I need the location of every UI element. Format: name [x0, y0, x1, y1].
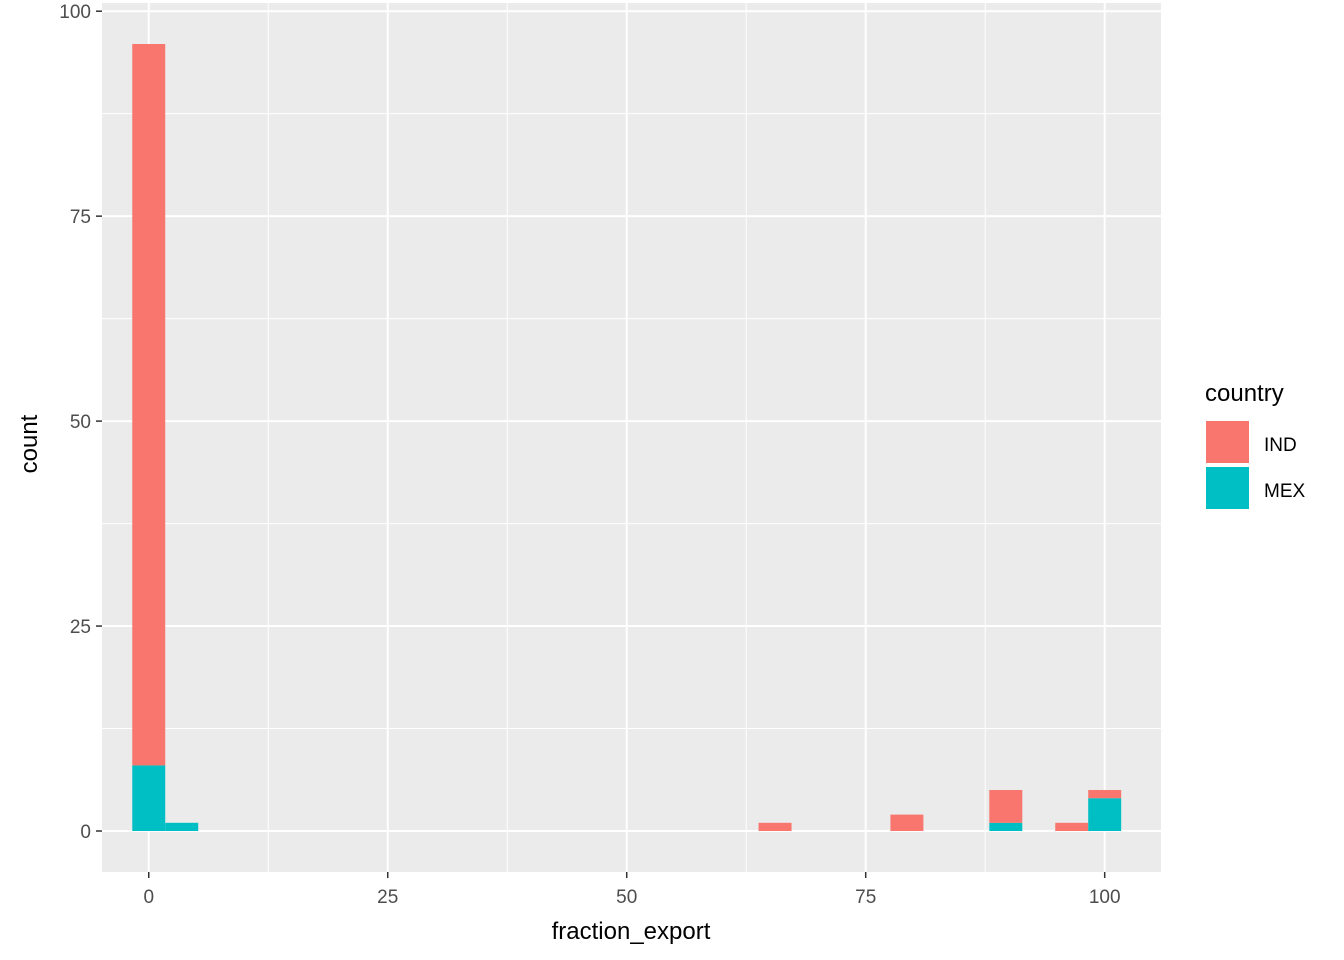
y-tick-label: 0 — [80, 822, 91, 843]
legend-key-ind — [1206, 421, 1249, 463]
bar-ind — [890, 814, 924, 832]
bar-ind — [758, 822, 792, 832]
x-tick-label: 100 — [1089, 887, 1121, 908]
bar-ind — [1088, 790, 1122, 799]
bar-mex — [989, 822, 1023, 832]
legend-label-ind: IND — [1264, 435, 1297, 456]
bar-mex — [1088, 798, 1122, 832]
y-tick-label: 50 — [70, 412, 91, 433]
x-tick-label: 25 — [377, 887, 398, 908]
bar-mex — [165, 822, 199, 832]
x-tick-label: 75 — [855, 887, 876, 908]
legend-title: country — [1205, 380, 1284, 407]
legend: country IND MEX — [1205, 380, 1306, 509]
bar-ind — [132, 43, 166, 766]
plot-panel — [102, 3, 1161, 872]
x-tick-label: 0 — [143, 887, 154, 908]
legend-key-mex — [1206, 467, 1249, 509]
x-axis-title: fraction_export — [552, 918, 711, 945]
y-tick-label: 25 — [70, 617, 91, 638]
bar-ind — [989, 790, 1023, 823]
bars-layer — [132, 43, 1122, 832]
legend-label-mex: MEX — [1264, 481, 1306, 502]
y-axis-title: count — [16, 414, 43, 473]
x-tick-label: 50 — [616, 887, 637, 908]
y-tick-label: 75 — [70, 207, 91, 228]
y-tick-label: 100 — [59, 2, 91, 23]
bar-mex — [132, 765, 166, 832]
bar-ind — [1055, 822, 1089, 832]
axes-layer: 0 25 50 75 100 0 25 50 75 100 — [59, 2, 1120, 908]
grid-layer — [102, 3, 1161, 872]
